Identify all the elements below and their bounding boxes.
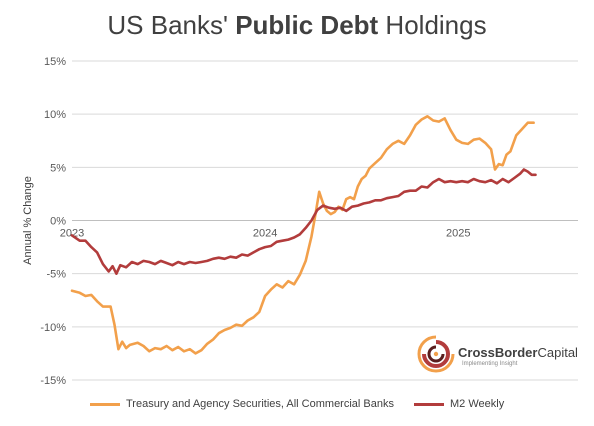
- title-prefix: US Banks': [107, 10, 236, 40]
- legend-swatch-m2: [414, 402, 444, 406]
- series-line-m2: [70, 168, 537, 275]
- title-emphasis: Public Debt: [235, 10, 379, 40]
- y-tick-label: 5%: [50, 162, 66, 174]
- legend-label-treasury: Treasury and Agency Securities, All Comm…: [126, 398, 394, 410]
- y-tick-label: -5%: [46, 269, 66, 281]
- x-tick-label: 2025: [446, 228, 470, 240]
- title-suffix: Holdings: [378, 10, 487, 40]
- legend-item-treasury: Treasury and Agency Securities, All Comm…: [90, 398, 394, 410]
- legend-item-m2: M2 Weekly: [414, 398, 504, 410]
- crossborder-logo-icon: [417, 335, 455, 373]
- chart-title: US Banks' Public Debt Holdings: [0, 10, 594, 41]
- brand-tagline: Implementing Insight: [462, 361, 518, 367]
- y-tick-label: -15%: [40, 375, 66, 387]
- legend-swatch-treasury: [90, 402, 120, 406]
- x-tick-label: 2023: [60, 228, 84, 240]
- chart-legend: Treasury and Agency Securities, All Comm…: [90, 398, 570, 416]
- y-tick-label: 15%: [44, 56, 66, 68]
- y-tick-label: -10%: [40, 322, 66, 334]
- brand-name: CrossBorderCapital: [458, 345, 578, 360]
- crossborder-logo: CrossBorderCapital Implementing Insight: [416, 334, 578, 378]
- series-line-treasury: [70, 115, 535, 355]
- legend-label-m2: M2 Weekly: [450, 398, 505, 410]
- y-tick-label: 0%: [50, 216, 66, 228]
- x-tick-label: 2024: [253, 228, 277, 240]
- y-axis-title: Annual % Change: [22, 176, 34, 265]
- y-tick-label: 10%: [44, 109, 66, 121]
